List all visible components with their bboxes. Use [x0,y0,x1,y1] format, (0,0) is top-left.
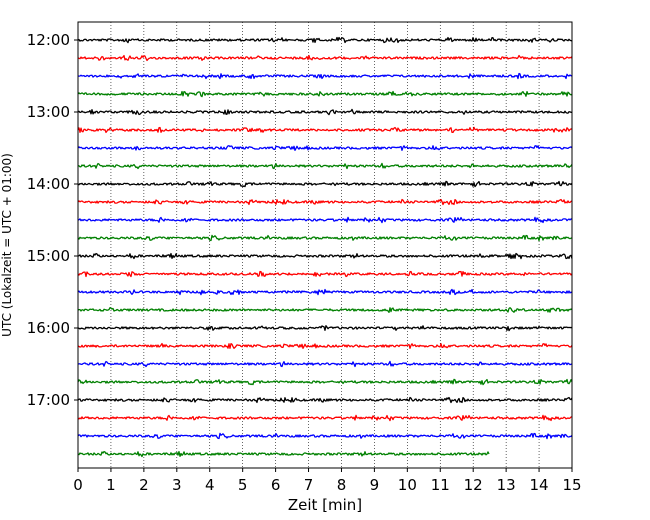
traces [77,36,573,458]
x-tick-label: 4 [205,476,215,494]
seismogram-trace [77,108,572,116]
x-tick-label: 12 [464,476,483,494]
x-tick-label: 2 [139,476,149,494]
seismogram-trace [77,414,573,422]
y-axis: 12:00 13:00 14:00 15:00 16:00 17:00 [27,31,78,409]
x-tick-label: 13 [497,476,516,494]
seismogram-trace [77,378,573,386]
x-tick-label: 10 [398,476,417,494]
x-tick-label: 14 [530,476,549,494]
x-axis: 0 1 2 3 4 5 6 7 8 9 10 11 12 13 14 15 [73,468,582,494]
x-tick-label: 9 [370,476,380,494]
seismogram-trace [77,288,573,296]
seismogram-trace [77,145,573,151]
x-tick-label: 6 [271,476,281,494]
y-tick-label: 12:00 [27,31,70,49]
x-axis-label: Zeit [min] [288,496,362,514]
y-tick-label: 17:00 [27,391,70,409]
seismogram-trace [77,72,573,80]
seismogram-trace [77,325,573,332]
seismogram-trace [77,234,573,242]
x-tick-label: 15 [562,476,581,494]
seismogram-trace [77,252,573,260]
seismogram-trace [77,90,573,98]
x-tick-label: 1 [106,476,116,494]
seismogram-trace [77,180,573,188]
seismogram-trace [77,432,573,440]
x-tick-label: 8 [337,476,347,494]
seismogram-trace [77,54,573,62]
seismogram-trace [77,307,573,313]
y-tick-label: 13:00 [27,103,70,121]
seismogram-trace [77,450,490,458]
seismogram-trace [77,360,573,368]
y-axis-label: UTC (Lokalzeit = UTC + 01:00) [0,153,14,337]
grid-lines [110,22,540,468]
seismogram-trace [77,216,573,224]
seismogram-trace [77,270,573,278]
x-tick-label: 11 [431,476,450,494]
x-tick-label: 5 [238,476,248,494]
y-tick-label: 14:00 [27,175,70,193]
x-tick-label: 7 [304,476,314,494]
x-tick-label: 3 [172,476,182,494]
seismogram-trace [77,36,573,44]
y-tick-label: 16:00 [27,319,70,337]
plot-frame [77,21,573,469]
seismogram-trace [77,162,573,170]
seismogram-trace [77,198,573,206]
seismogram-trace [77,126,573,134]
plot-background [78,22,572,468]
x-tick-label: 0 [73,476,83,494]
seismogram-trace [77,342,573,349]
seismogram-trace [77,396,573,404]
y-tick-label: 15:00 [27,247,70,265]
